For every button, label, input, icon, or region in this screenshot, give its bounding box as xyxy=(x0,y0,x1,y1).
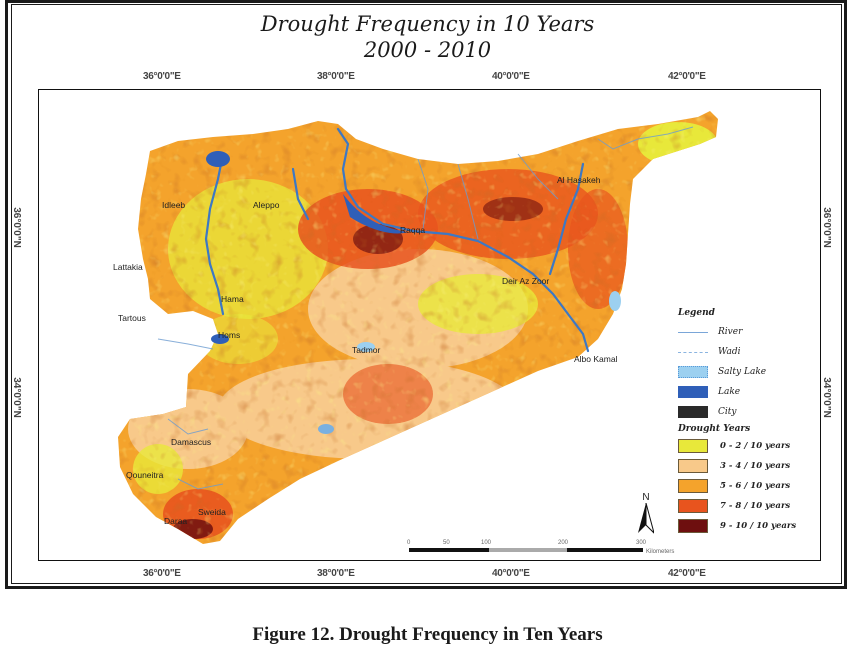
legend-title: Legend xyxy=(678,308,715,318)
lon-label-top-36e: 36°0'0"E xyxy=(143,71,181,82)
scale-tick-0: 0 xyxy=(407,540,411,546)
city-label-homs: Homs xyxy=(218,330,241,340)
lat-label-left-34n: 34°0'0"N xyxy=(10,377,22,418)
city-label-tartous: Tartous xyxy=(118,313,146,323)
legend-label-city: City xyxy=(718,407,737,417)
legend-class-7-8: 7 - 8 / 10 years xyxy=(678,496,818,516)
outer-frame xyxy=(5,0,847,589)
salty-lake-south xyxy=(318,424,334,434)
rivers xyxy=(204,127,590,353)
city-swatch-icon xyxy=(678,406,708,418)
salty-lake-swatch-icon xyxy=(678,366,708,378)
legend-class-0-2: 0 - 2 / 10 years xyxy=(678,436,818,456)
city-label-idleeb: Idleeb xyxy=(162,200,186,210)
lon-label-top-42e: 42°0'0"E xyxy=(668,71,706,82)
city-label-deir-az-zoor: Deir Az Zoor xyxy=(502,276,550,286)
river-line-icon xyxy=(678,326,708,333)
legend-class-9-10: 9 - 10 / 10 years xyxy=(678,516,818,536)
lat-label-right-34n: 34°0'0"N xyxy=(820,377,832,418)
lake-homs xyxy=(211,334,229,344)
legend-item-salty-lake: Salty Lake xyxy=(678,362,818,382)
city-label-daraa: Daraa xyxy=(164,516,188,526)
city-label-al-hasakeh: Al Hasakeh xyxy=(557,175,601,185)
lat-label-right-36n: 36°0'0"N xyxy=(820,207,832,248)
scale-bar xyxy=(409,548,643,552)
map-subtitle-years: 2000 - 2010 xyxy=(363,38,492,62)
city-label-hama: Hama xyxy=(221,294,244,304)
scale-tick-50: 50 xyxy=(443,540,450,546)
lake-swatch-icon xyxy=(678,386,708,398)
legend-class-3-4: 3 - 4 / 10 years xyxy=(678,456,818,476)
legend-label-salty-lake: Salty Lake xyxy=(718,367,767,377)
legend-item-wadi: Wadi xyxy=(678,342,818,362)
class-0-2-swatch-icon xyxy=(678,439,708,453)
inner-frame xyxy=(11,4,842,584)
city-label-damascus: Damascus xyxy=(171,437,212,447)
class-5-6-swatch-icon xyxy=(678,479,708,493)
north-label: N xyxy=(642,492,650,503)
legend-item-lake: Lake xyxy=(678,382,818,402)
syria-drought-map xyxy=(118,111,718,552)
lon-label-bottom-40e: 40°0'0"E xyxy=(492,568,530,579)
legend-label-river: River xyxy=(718,327,743,337)
class-9-10-swatch-icon xyxy=(678,519,708,533)
north-arrow-icon xyxy=(638,502,655,535)
wadi-dashed-line-icon xyxy=(678,346,708,353)
legend-label-3-4: 3 - 4 / 10 years xyxy=(720,461,791,471)
legend-label-9-10: 9 - 10 / 10 years xyxy=(720,521,797,531)
salty-lake-tadmor xyxy=(357,342,375,352)
scale-tick-200: 200 xyxy=(558,540,569,546)
class-7-8-swatch-icon xyxy=(678,499,708,513)
legend-label-lake: Lake xyxy=(718,387,741,397)
salty-lake-east xyxy=(609,291,621,311)
class-3-4-swatch-icon xyxy=(678,459,708,473)
lon-label-top-40e: 40°0'0"E xyxy=(492,71,530,82)
city-label-aleppo: Aleppo xyxy=(253,200,280,210)
legend-label-0-2: 0 - 2 / 10 years xyxy=(720,441,791,451)
legend-label-5-6: 5 - 6 / 10 years xyxy=(720,481,791,491)
legend-label-wadi: Wadi xyxy=(718,347,741,357)
city-label-sweida: Sweida xyxy=(198,507,226,517)
city-label-raqqa: Raqqa xyxy=(400,225,426,235)
lake-assad xyxy=(343,194,408,234)
lon-label-bottom-42e: 42°0'0"E xyxy=(668,568,706,579)
map-title: Drought Frequency in 10 Years xyxy=(260,12,595,36)
legend-item-city: City xyxy=(678,402,818,422)
legend-label-7-8: 7 - 8 / 10 years xyxy=(720,501,791,511)
scale-tick-300: 300 xyxy=(636,540,647,546)
north-arrow: N xyxy=(638,492,655,540)
city-label-qouneitra: Qouneitra xyxy=(126,470,164,480)
legend-class-5-6: 5 - 6 / 10 years xyxy=(678,476,818,496)
legend-item-river: River xyxy=(678,322,818,342)
lake-north xyxy=(206,151,230,167)
legend-drought-title: Drought Years xyxy=(678,424,751,434)
lon-label-top-38e: 38°0'0"E xyxy=(317,71,355,82)
city-label-lattakia: Lattakia xyxy=(113,262,143,272)
map-legend: Legend River Wadi Salty Lake Lake City D… xyxy=(678,308,818,536)
figure-caption: Figure 12. Drought Frequency in Ten Year… xyxy=(252,624,603,645)
scale-unit: Kilometers xyxy=(646,549,675,555)
city-label-tadmor: Tadmor xyxy=(352,345,381,355)
lon-label-bottom-36e: 36°0'0"E xyxy=(143,568,181,579)
wadis xyxy=(157,126,694,490)
city-label-albo-kamal: Albo Kamal xyxy=(574,354,618,364)
lat-label-left-36n: 36°0'0"N xyxy=(10,207,22,248)
scale-tick-100: 100 xyxy=(481,540,492,546)
lon-label-bottom-38e: 38°0'0"E xyxy=(317,568,355,579)
